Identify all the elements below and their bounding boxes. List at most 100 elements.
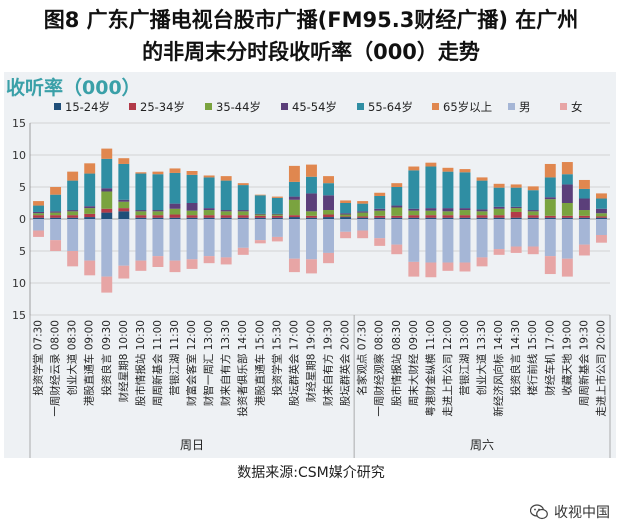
bar-segment-female (135, 260, 147, 271)
bar-segment-age (288, 165, 300, 182)
bar-segment-age (442, 208, 454, 212)
bar-segment-age (169, 172, 181, 204)
bar-segment-age (50, 194, 62, 212)
bar-segment-female (408, 261, 420, 277)
bar-segment-age (203, 177, 215, 209)
x-tick-label: 投资良言 09:30 (100, 320, 113, 396)
bar-segment-age (135, 172, 147, 174)
bar-segment-age (67, 210, 79, 212)
bar-segment-age (50, 215, 62, 218)
bar-segment-age (391, 217, 403, 219)
bar-segment-age (135, 210, 147, 212)
bar-segment-age (135, 211, 147, 216)
bar-segment-male (391, 219, 403, 245)
bar-segment-age (237, 211, 249, 216)
chart-title-line-2: 的非周末分时段收听率（000）走势 (142, 40, 480, 64)
x-tick-label: 港股直通车 09:00 (83, 320, 96, 406)
bar-segment-female (544, 256, 556, 275)
x-tick-label: 投资者俱乐部 14:00 (236, 320, 249, 417)
bar-segment-age (442, 171, 454, 209)
bar-segment-male (101, 219, 113, 277)
bar-segment-age (459, 172, 471, 209)
bar-segment-female (169, 260, 181, 273)
bar-segment-age (357, 203, 369, 212)
bar-segment-age (306, 217, 317, 219)
x-tick-label: 财经星期8 10:00 (117, 320, 130, 402)
bar-segment-age (118, 201, 130, 209)
bar-segment-age (84, 217, 96, 219)
bar-segment-age (33, 211, 44, 214)
bar-segment-age (442, 217, 454, 219)
bar-segment-age (357, 212, 369, 217)
bar-segment-age (186, 174, 198, 203)
bar-segment-age (101, 191, 113, 209)
watermark: 收视中国 (530, 502, 610, 522)
bar-segment-age (306, 211, 317, 216)
bar-segment-age (544, 163, 556, 178)
bar-segment-age (425, 162, 437, 167)
bar-segment-age (391, 207, 403, 216)
bar-segment-age (476, 180, 488, 210)
bar-segment-age (459, 210, 471, 216)
bar-segment-age (425, 208, 437, 211)
x-tick-label: 走进上市公司 12:00 (441, 320, 454, 417)
bar-segment-age (118, 211, 130, 219)
bar-segment-male (323, 219, 334, 253)
bar-segment-age (306, 215, 317, 218)
bar-segment-male (527, 219, 539, 247)
bar-segment-age (561, 174, 573, 185)
bar-segment-age (254, 194, 266, 196)
chart-svg: 收听率（000）15-24岁 25-34岁 35-44岁 45-54岁 55-64岁 65… (6, 76, 611, 463)
bar-segment-age (476, 211, 488, 216)
bar-segment-age (169, 203, 181, 209)
bar-segment-age (340, 216, 352, 218)
data-source-note: 数据来源:CSM媒介研究 (237, 465, 385, 481)
bar-segment-age (340, 203, 352, 214)
bar-segment-age (357, 217, 369, 219)
bar-segment-female (391, 244, 403, 255)
bar-segment-age (288, 217, 300, 219)
x-tick-label: 一周财经云录 08:00 (49, 320, 62, 417)
bar-segment-age (288, 181, 300, 197)
bar-segment-age (357, 216, 369, 218)
bar-segment-age (408, 166, 420, 171)
x-tick-label: 股市情报站 08:30 (390, 320, 403, 406)
bar-segment-female (152, 256, 164, 267)
bar-segment-age (561, 203, 573, 216)
bar-segment-age (391, 187, 403, 206)
bar-segment-age (220, 217, 232, 219)
bar-segment-age (527, 210, 539, 212)
bar-segment-age (254, 214, 266, 216)
bar-segment-age (220, 210, 232, 212)
legend-swatch-7 (560, 103, 567, 110)
bar-segment-age (544, 199, 556, 216)
bar-segment-female (476, 257, 488, 267)
bar-segment-male (510, 219, 522, 247)
y-tick-label: 5 (19, 181, 26, 194)
bar-segment-age (237, 217, 249, 219)
x-tick-label: 收藏天地 19:00 (560, 320, 573, 396)
x-tick-label: 周周新基会 11:00 (151, 320, 164, 406)
bar-segment-male (340, 219, 352, 232)
bar-segment-age (118, 208, 130, 212)
y-tick-label: 5 (19, 245, 26, 258)
bar-segment-age (476, 177, 488, 181)
bar-segment-male (288, 219, 300, 259)
bar-segment-female (67, 251, 79, 267)
x-tick-label: 楼行前线 15:00 (526, 320, 539, 396)
bar-segment-male (50, 219, 62, 241)
bar-segment-female (84, 260, 96, 276)
bar-segment-female (220, 257, 232, 265)
bar-segment-age (50, 212, 62, 216)
bar-segment-age (220, 176, 232, 181)
bar-segment-age (596, 217, 607, 219)
bar-segment-age (237, 185, 249, 211)
bar-segment-age (152, 215, 164, 218)
bar-segment-female (323, 252, 334, 264)
bar-segment-age (288, 215, 300, 218)
bar-segment-age (254, 215, 266, 218)
bar-segment-female (288, 258, 300, 273)
bar-segment-age (340, 200, 352, 203)
x-tick-label: 财富会客室 12:00 (185, 320, 198, 406)
bar-segment-male (33, 219, 44, 231)
